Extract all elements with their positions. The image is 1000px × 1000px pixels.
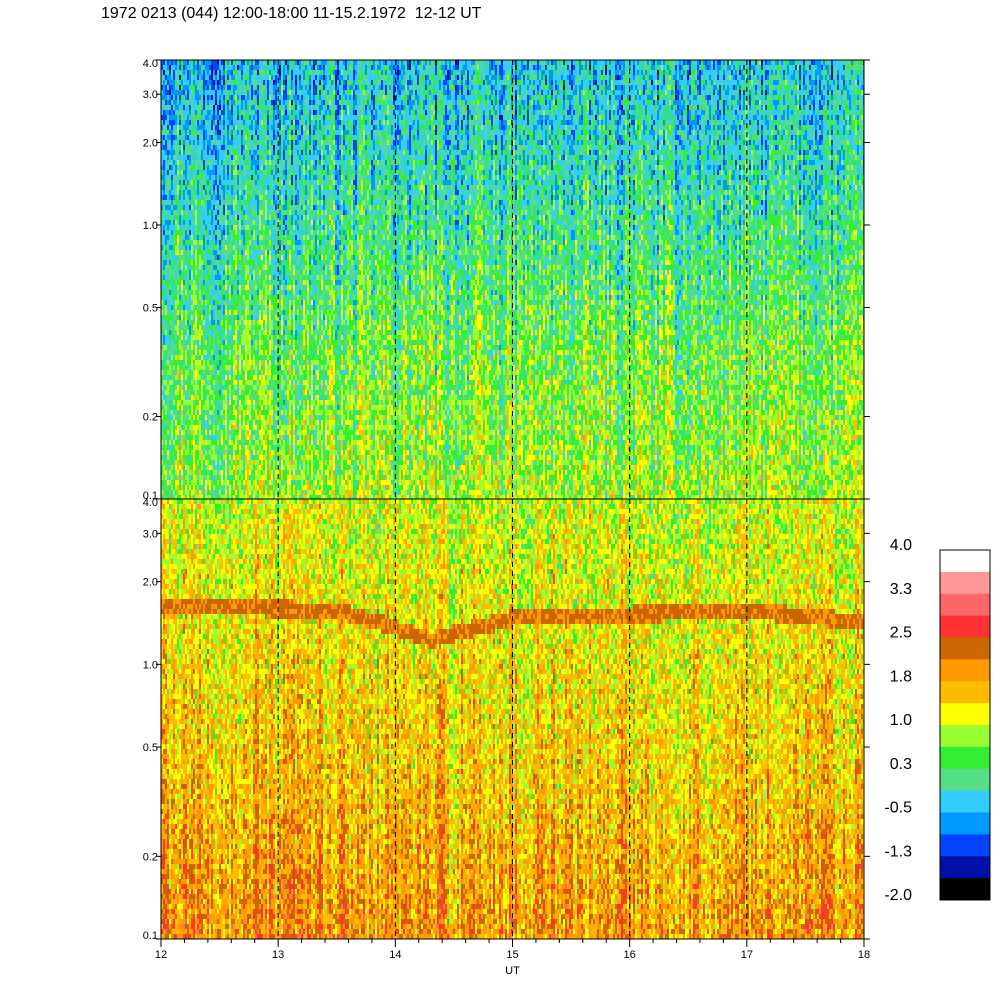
colorbar-label: -0.5 bbox=[884, 800, 912, 817]
y-tick-label: 0.5 bbox=[143, 742, 158, 754]
colorbar: 4.0 3.3 2.5 1.8 1.0 0.3 -0.5 -1.3 -2.0 bbox=[884, 537, 990, 904]
colorbar-swatch bbox=[940, 681, 990, 703]
colorbar-swatch bbox=[940, 856, 990, 878]
y-tick-label: 1.0 bbox=[143, 659, 158, 671]
y-tick-label: 0.5 bbox=[143, 302, 158, 314]
y-tick-label: 0.2 bbox=[143, 412, 158, 424]
colorbar-label: 3.3 bbox=[890, 581, 912, 598]
y-tick-label: 2.0 bbox=[143, 577, 158, 589]
x-tick-label: 17 bbox=[741, 949, 753, 961]
y-tick-label: 3.0 bbox=[143, 528, 158, 540]
colorbar-label: 1.8 bbox=[890, 668, 912, 685]
y-tick-label: 0.1 bbox=[143, 930, 158, 942]
colorbar-swatch bbox=[940, 616, 990, 638]
spectrogram-cells bbox=[161, 499, 866, 940]
y-tick-label: 0.2 bbox=[143, 851, 158, 863]
spectrogram-cells bbox=[161, 60, 866, 501]
spectrogram-panel-upper: 4.03.02.01.00.50.20.1 bbox=[143, 58, 870, 502]
colorbar-swatch bbox=[940, 572, 990, 594]
colorbar-swatch bbox=[940, 638, 990, 660]
colorbar-label: -1.3 bbox=[884, 843, 912, 860]
x-tick-label: 18 bbox=[858, 949, 870, 961]
x-tick-label: 15 bbox=[506, 949, 518, 961]
colorbar-swatch bbox=[940, 594, 990, 616]
y-tick-label: 2.0 bbox=[143, 137, 158, 149]
y-tick-label: 4.0 bbox=[143, 58, 158, 70]
colorbar-swatch bbox=[940, 834, 990, 856]
colorbar-swatch bbox=[940, 725, 990, 747]
colorbar-label: 0.3 bbox=[890, 756, 912, 773]
x-axis-label: UT bbox=[505, 965, 520, 977]
colorbar-swatch bbox=[940, 769, 990, 791]
colorbar-swatch bbox=[940, 813, 990, 835]
y-tick-label: 3.0 bbox=[143, 89, 158, 101]
y-tick-label: 1.0 bbox=[143, 220, 158, 232]
colorbar-swatch bbox=[940, 747, 990, 769]
colorbar-swatch bbox=[940, 550, 990, 572]
colorbar-swatch bbox=[940, 659, 990, 681]
colorbar-label: -2.0 bbox=[884, 887, 912, 904]
colorbar-label: 2.5 bbox=[890, 625, 912, 642]
colorbar-swatch bbox=[940, 878, 990, 900]
x-tick-label: 12 bbox=[155, 949, 167, 961]
colorbar-label: 4.0 bbox=[890, 537, 912, 554]
colorbar-label: 1.0 bbox=[890, 712, 912, 729]
y-tick-label: 4.0 bbox=[143, 497, 158, 509]
colorbar-swatch bbox=[940, 703, 990, 725]
x-tick-label: 14 bbox=[389, 949, 401, 961]
spectrogram-panel-lower: 4.0 3.0 2.0 1.0 0.5 0.2 0.1 bbox=[143, 497, 870, 942]
x-tick-label: 16 bbox=[624, 949, 636, 961]
colorbar-swatch bbox=[940, 791, 990, 813]
x-tick-label: 13 bbox=[272, 949, 284, 961]
